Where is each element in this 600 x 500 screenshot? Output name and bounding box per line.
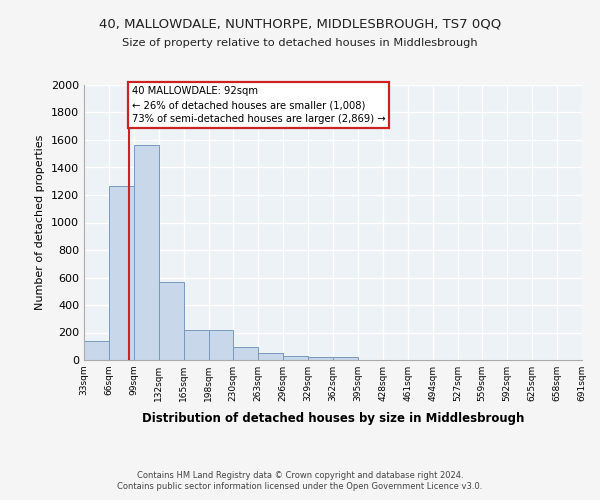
Y-axis label: Number of detached properties: Number of detached properties bbox=[35, 135, 46, 310]
Bar bbox=[209, 330, 233, 360]
Text: Size of property relative to detached houses in Middlesbrough: Size of property relative to detached ho… bbox=[122, 38, 478, 48]
X-axis label: Distribution of detached houses by size in Middlesbrough: Distribution of detached houses by size … bbox=[142, 412, 524, 426]
Text: Contains public sector information licensed under the Open Government Licence v3: Contains public sector information licen… bbox=[118, 482, 482, 491]
Bar bbox=[333, 357, 358, 360]
Bar bbox=[258, 353, 283, 360]
Bar bbox=[159, 282, 184, 360]
Text: 40, MALLOWDALE, NUNTHORPE, MIDDLESBROUGH, TS7 0QQ: 40, MALLOWDALE, NUNTHORPE, MIDDLESBROUGH… bbox=[99, 18, 501, 30]
Text: 40 MALLOWDALE: 92sqm
← 26% of detached houses are smaller (1,008)
73% of semi-de: 40 MALLOWDALE: 92sqm ← 26% of detached h… bbox=[131, 86, 385, 124]
Bar bbox=[184, 330, 209, 360]
Bar bbox=[84, 341, 109, 360]
Bar bbox=[308, 357, 333, 360]
Bar bbox=[109, 186, 134, 360]
Bar bbox=[283, 356, 308, 360]
Bar bbox=[134, 145, 159, 360]
Bar bbox=[233, 347, 258, 360]
Text: Contains HM Land Registry data © Crown copyright and database right 2024.: Contains HM Land Registry data © Crown c… bbox=[137, 471, 463, 480]
